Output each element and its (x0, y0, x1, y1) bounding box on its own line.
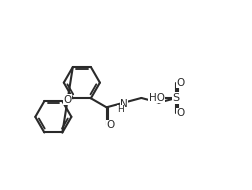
Text: O: O (63, 95, 71, 105)
Text: O: O (176, 108, 184, 118)
Text: O: O (176, 78, 184, 88)
Text: H: H (117, 105, 123, 114)
Text: O: O (106, 120, 114, 130)
Text: S: S (172, 93, 179, 103)
Text: N: N (120, 99, 127, 109)
Text: HO: HO (148, 93, 164, 103)
